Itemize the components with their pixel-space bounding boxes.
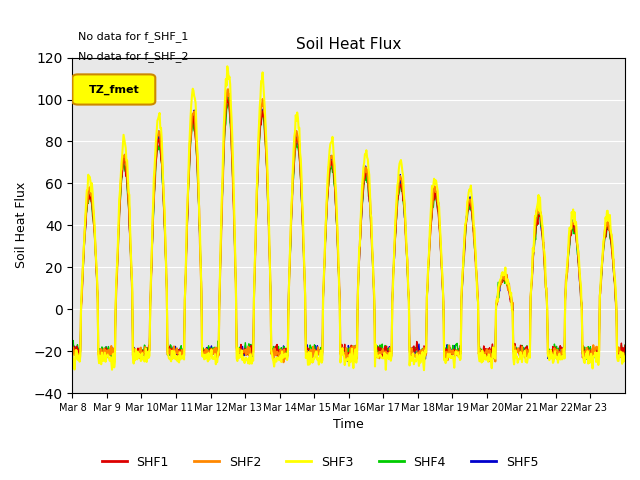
Text: No data for f_SHF_2: No data for f_SHF_2 <box>78 51 188 62</box>
SHF2 <box>438 270 446 276</box>
SHF2 <box>308 360 316 365</box>
SHF1 <box>223 95 231 101</box>
SHF5 <box>236 346 243 351</box>
SHF3 <box>284 353 292 359</box>
SHF1 <box>550 357 557 362</box>
Line: SHF5: SHF5 <box>72 97 625 361</box>
SHF5 <box>133 350 141 356</box>
SHF3 <box>621 354 629 360</box>
SHF1 <box>236 348 243 354</box>
SHF4 <box>438 257 445 263</box>
Title: Soil Heat Flux: Soil Heat Flux <box>296 37 401 52</box>
SHF2 <box>224 86 232 92</box>
SHF2 <box>621 355 629 361</box>
SHF3 <box>420 367 428 373</box>
SHF5 <box>284 353 292 359</box>
SHF1 <box>406 350 414 356</box>
SHF4 <box>68 341 76 347</box>
SHF3 <box>438 266 446 272</box>
SHF2 <box>133 352 141 358</box>
SHF1 <box>263 168 271 173</box>
SHF1 <box>284 347 292 352</box>
SHF2 <box>236 346 243 352</box>
X-axis label: Time: Time <box>333 419 364 432</box>
SHF5 <box>223 94 231 100</box>
SHF2 <box>284 347 292 352</box>
SHF1 <box>68 347 76 352</box>
Legend: SHF1, SHF2, SHF3, SHF4, SHF5: SHF1, SHF2, SHF3, SHF4, SHF5 <box>97 451 543 474</box>
SHF4 <box>133 348 141 353</box>
SHF4 <box>621 342 629 348</box>
SHF2 <box>68 352 76 358</box>
SHF5 <box>438 275 446 281</box>
SHF3 <box>236 354 243 360</box>
SHF1 <box>438 258 445 264</box>
SHF4 <box>263 167 271 172</box>
SHF1 <box>133 348 141 354</box>
SHF5 <box>621 350 629 356</box>
Line: SHF1: SHF1 <box>72 98 625 360</box>
SHF3 <box>263 151 271 156</box>
SHF4 <box>236 344 243 350</box>
Text: No data for f_SHF_1: No data for f_SHF_1 <box>78 31 188 42</box>
Text: TZ_fmet: TZ_fmet <box>88 84 140 95</box>
SHF3 <box>68 352 76 358</box>
FancyBboxPatch shape <box>72 74 156 105</box>
Line: SHF3: SHF3 <box>72 66 625 370</box>
SHF1 <box>621 343 629 348</box>
SHF3 <box>133 357 141 362</box>
SHF5 <box>344 359 351 364</box>
Line: SHF2: SHF2 <box>72 89 625 362</box>
SHF4 <box>225 95 232 100</box>
SHF4 <box>284 351 292 357</box>
SHF5 <box>263 173 271 179</box>
Y-axis label: Soil Heat Flux: Soil Heat Flux <box>15 182 28 268</box>
SHF4 <box>406 352 414 358</box>
Line: SHF4: SHF4 <box>72 97 625 359</box>
SHF4 <box>582 356 590 362</box>
SHF5 <box>68 348 76 354</box>
SHF2 <box>263 165 271 170</box>
SHF2 <box>407 348 415 354</box>
SHF3 <box>406 354 414 360</box>
SHF3 <box>223 63 231 69</box>
SHF5 <box>407 347 415 352</box>
